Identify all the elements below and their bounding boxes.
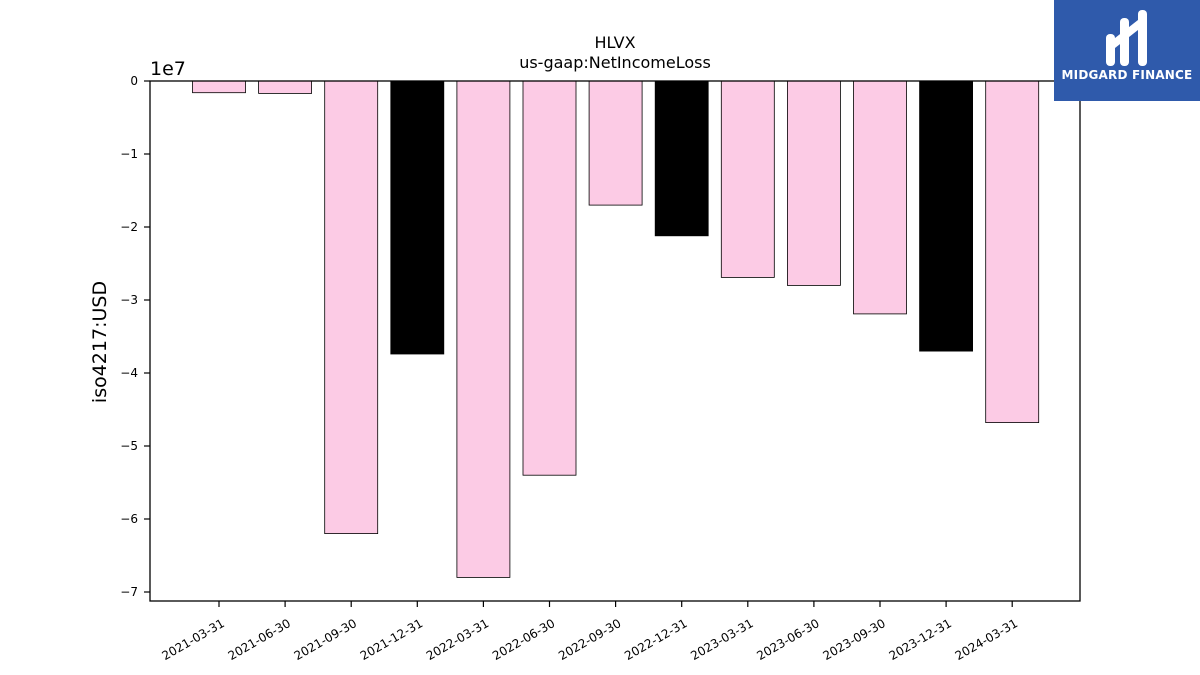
bar-2022-12-31 <box>654 80 709 237</box>
y-tick-label: 0 <box>130 74 138 88</box>
x-tick-label: 2023-12-31 <box>887 616 954 663</box>
y-tick-label: −4 <box>120 366 138 380</box>
x-tick-label: 2022-06-30 <box>490 616 557 663</box>
y-axis-offset-label: 1e7 <box>150 58 186 80</box>
x-tick-label: 2021-12-31 <box>358 616 425 663</box>
y-tick-label: −5 <box>120 439 138 453</box>
chart-subtitle: us-gaap:NetIncomeLoss <box>519 53 711 72</box>
y-tick-label: −6 <box>120 512 138 526</box>
bar-2023-03-31 <box>720 80 775 278</box>
bar-2021-06-30 <box>258 80 313 94</box>
x-tick-label: 2024-03-31 <box>953 616 1020 663</box>
bar-2023-09-30 <box>853 80 907 315</box>
bar-2021-03-31 <box>192 80 246 94</box>
bars-group <box>192 80 1040 578</box>
brand-logo: MIDGARD FINANCE <box>1054 0 1200 101</box>
x-tick-label: 2023-06-30 <box>754 616 821 663</box>
x-tick-label: 2022-03-31 <box>424 616 491 663</box>
bar-2021-12-31 <box>390 80 445 355</box>
bar-2024-03-31 <box>985 80 1040 424</box>
y-tick-label: −1 <box>120 147 138 161</box>
x-tick-label: 2023-03-31 <box>688 616 755 663</box>
bar-2023-06-30 <box>787 80 841 286</box>
y-axis-label: iso4217:USD <box>89 281 111 403</box>
y-tick-label: −2 <box>120 220 138 234</box>
y-tick-label: −3 <box>120 293 138 307</box>
bar-2022-06-30 <box>522 80 577 476</box>
x-tick-label: 2021-06-30 <box>226 616 293 663</box>
bar-2023-12-31 <box>919 80 973 352</box>
plot-frame <box>149 80 1081 602</box>
bar-2022-03-31 <box>456 80 511 578</box>
bar-2021-09-30 <box>324 80 379 535</box>
x-tick-label: 2023-09-30 <box>820 616 887 663</box>
chart-title: HLVX <box>594 33 635 52</box>
x-axis-ticks: 2021-03-312021-06-302021-09-302021-12-31… <box>159 601 1020 663</box>
y-axis-ticks: 0 −1 −2 −3 −4 −5 −6 −7 <box>120 74 150 599</box>
brand-name: MIDGARD FINANCE <box>1061 68 1193 82</box>
bar-2022-09-30 <box>588 80 643 206</box>
x-tick-label: 2021-03-31 <box>159 616 226 663</box>
y-tick-label: −7 <box>120 585 138 599</box>
x-tick-label: 2021-09-30 <box>292 616 359 663</box>
x-tick-label: 2022-12-31 <box>622 616 689 663</box>
x-tick-label: 2022-09-30 <box>556 616 623 663</box>
midgard-logo-icon <box>1106 10 1147 66</box>
